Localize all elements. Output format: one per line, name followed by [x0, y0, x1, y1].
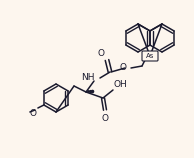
Text: O: O	[98, 49, 105, 58]
Text: O: O	[120, 64, 127, 73]
Text: O: O	[101, 114, 108, 123]
FancyBboxPatch shape	[142, 51, 158, 61]
Text: NH: NH	[81, 73, 95, 82]
Text: OH: OH	[114, 80, 128, 89]
Text: O: O	[30, 109, 37, 118]
Text: As: As	[146, 53, 154, 59]
